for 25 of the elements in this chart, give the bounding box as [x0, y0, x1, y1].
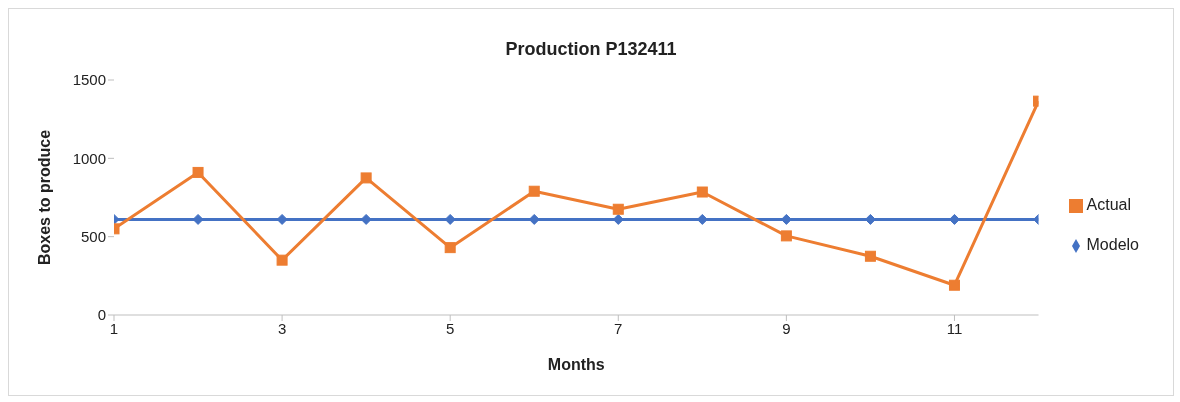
y-tick-label: 500: [80, 227, 106, 245]
x-tick-label: 5: [446, 319, 455, 337]
y-axis-title: Boxes to produce: [35, 129, 53, 266]
point: [948, 279, 960, 291]
legend-label: Actual: [1086, 196, 1131, 213]
point: [780, 230, 792, 242]
y-tick-label: 0: [97, 306, 106, 324]
point: [612, 203, 624, 215]
x-axis-title: Months: [547, 356, 605, 373]
point: [864, 250, 876, 262]
point: [276, 254, 288, 266]
x-tick-label: 7: [614, 319, 623, 337]
chart-title: Production P132411: [504, 39, 678, 60]
point: [444, 242, 456, 254]
legend-label: Modelo: [1086, 236, 1139, 253]
point: [192, 166, 204, 178]
y-tick-label: 1000: [72, 149, 106, 167]
x-tick-label: 9: [782, 319, 791, 337]
x-tick-label: 3: [277, 319, 287, 337]
x-tick-label: 1: [109, 319, 119, 337]
point: [360, 172, 372, 184]
point: [528, 185, 540, 197]
x-tick-label: 11: [946, 319, 963, 337]
point: [696, 186, 708, 198]
y-tick-label: 1500: [72, 71, 106, 89]
